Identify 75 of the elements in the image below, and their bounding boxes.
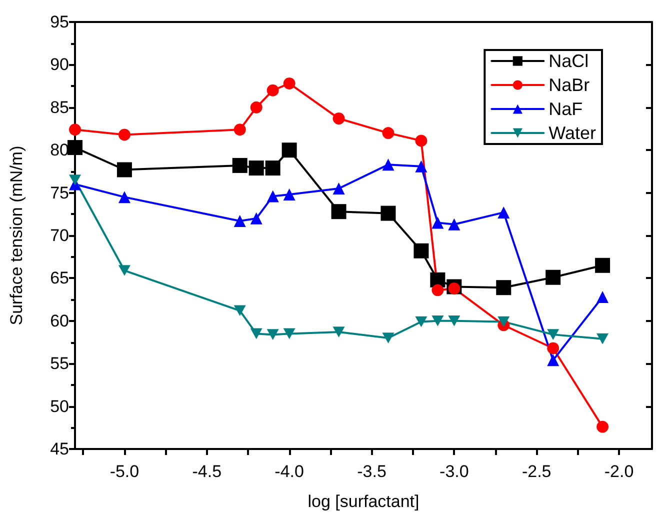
point bbox=[234, 305, 246, 316]
point bbox=[69, 174, 81, 186]
x-tick-label: -4.0 bbox=[274, 462, 304, 481]
point bbox=[265, 160, 280, 176]
x-tick-label: -2.0 bbox=[604, 462, 634, 481]
point bbox=[382, 158, 394, 171]
point bbox=[595, 258, 610, 273]
point bbox=[415, 316, 428, 328]
point bbox=[498, 316, 510, 328]
point bbox=[68, 140, 82, 156]
point bbox=[596, 290, 609, 303]
point bbox=[69, 124, 81, 136]
point bbox=[332, 326, 345, 338]
x-tick-label: -5.0 bbox=[110, 462, 140, 481]
point bbox=[266, 190, 279, 202]
point bbox=[596, 333, 609, 344]
point bbox=[283, 77, 296, 90]
legend-label: Water bbox=[548, 123, 596, 143]
point bbox=[332, 182, 345, 195]
point bbox=[248, 160, 264, 176]
x-tick-label: -3.5 bbox=[357, 462, 386, 481]
point bbox=[234, 214, 246, 227]
x-tick-label: -2.5 bbox=[522, 462, 552, 481]
y-tick-label: 45 bbox=[50, 440, 69, 458]
point bbox=[414, 243, 429, 258]
y-axis-title: Surface tension (mN/m) bbox=[7, 146, 26, 326]
point bbox=[118, 191, 130, 204]
point bbox=[432, 216, 444, 229]
point bbox=[546, 270, 561, 285]
y-tick-label: 60 bbox=[50, 311, 69, 330]
point bbox=[118, 265, 130, 276]
y-tick-label: 95 bbox=[50, 12, 69, 32]
y-tick-label: 75 bbox=[50, 183, 69, 202]
point bbox=[498, 206, 510, 218]
point bbox=[547, 354, 560, 366]
point bbox=[283, 328, 296, 340]
point bbox=[118, 128, 130, 141]
y-tick-label: 55 bbox=[50, 354, 69, 374]
point bbox=[282, 142, 297, 158]
x-tick-label: -4.5 bbox=[192, 462, 222, 481]
x-tick-label: -3.0 bbox=[440, 462, 469, 481]
point bbox=[234, 124, 246, 136]
point bbox=[547, 342, 560, 354]
point bbox=[283, 188, 296, 201]
point bbox=[332, 112, 345, 124]
point bbox=[250, 101, 262, 114]
point bbox=[266, 329, 279, 340]
point bbox=[415, 134, 428, 147]
point bbox=[250, 328, 262, 340]
point bbox=[266, 84, 279, 96]
legend-label: NaBr bbox=[548, 75, 590, 95]
legend-label: NaCl bbox=[548, 51, 589, 71]
y-tick-label: 90 bbox=[50, 55, 69, 74]
point bbox=[496, 280, 512, 296]
point bbox=[382, 332, 394, 344]
point bbox=[448, 218, 460, 230]
point bbox=[250, 212, 262, 224]
y-tick-label: 70 bbox=[50, 226, 69, 245]
point bbox=[432, 284, 444, 296]
legend-label: NaF bbox=[548, 99, 583, 119]
y-tick-label: 85 bbox=[50, 98, 69, 117]
point bbox=[448, 282, 460, 294]
x-axis-title: log [surfactant] bbox=[308, 492, 420, 511]
y-tick-label: 65 bbox=[50, 268, 69, 288]
point bbox=[448, 316, 460, 326]
point bbox=[116, 162, 132, 178]
point bbox=[415, 160, 428, 172]
point bbox=[232, 158, 248, 173]
point bbox=[596, 420, 609, 433]
point bbox=[380, 206, 396, 221]
point bbox=[547, 329, 560, 340]
point bbox=[331, 204, 346, 220]
point bbox=[432, 316, 444, 326]
y-tick-label: 50 bbox=[50, 396, 69, 416]
point bbox=[382, 127, 394, 140]
